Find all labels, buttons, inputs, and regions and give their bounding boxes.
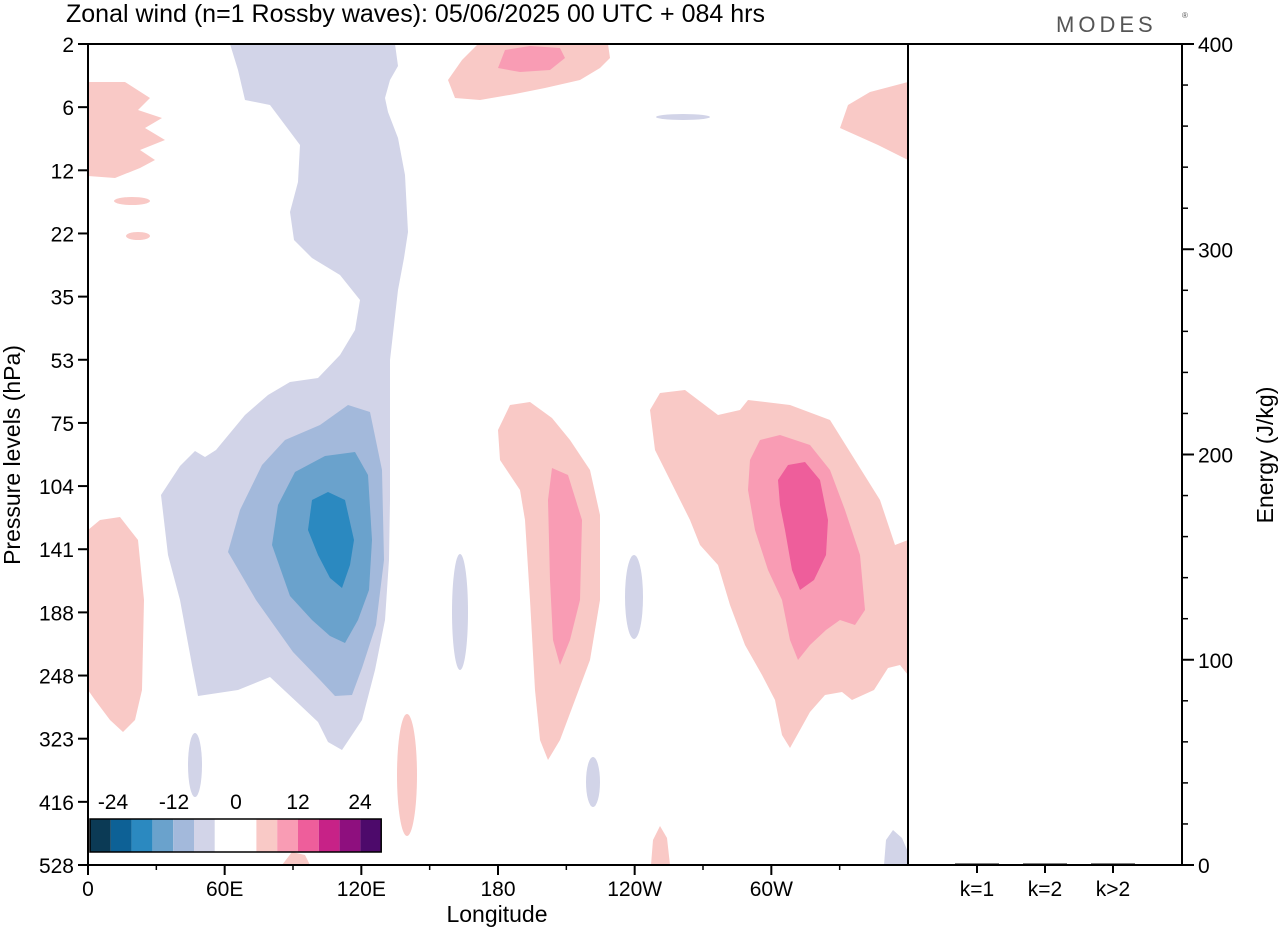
y-tick-label: 75 — [51, 413, 74, 436]
chart-title: Zonal wind (n=1 Rossby waves): 05/06/202… — [66, 0, 765, 28]
contour-pos-1-blob — [114, 197, 150, 205]
contour-pos-1-blob — [126, 232, 150, 240]
energy-bar — [1091, 863, 1135, 865]
contour-pos-1-blob — [282, 852, 310, 865]
energy-tick-label: 400 — [1198, 34, 1233, 57]
y-axis-label: Pressure levels (hPa) — [0, 345, 25, 565]
colorbar-bin — [152, 819, 174, 852]
colorbar-bin — [339, 819, 361, 852]
contour-pos-2-strat-center — [498, 46, 565, 72]
y-tick-label: 22 — [51, 223, 74, 246]
colorbar-bin — [298, 819, 319, 852]
y-tick-label: 12 — [51, 160, 74, 183]
colorbar-bin — [131, 819, 153, 852]
contour-neg-1-column — [161, 44, 408, 750]
energy-tick-label: 300 — [1198, 239, 1233, 262]
colorbar-bin — [110, 819, 132, 852]
contour-pos-1-dateline — [498, 402, 600, 760]
energy-axes: 0 100 200 300 400 — [1182, 34, 1233, 878]
colorbar-label: -24 — [98, 791, 129, 814]
energy-bar — [1023, 863, 1067, 865]
colorbar-label: 12 — [286, 791, 309, 814]
colorbar-label: -12 — [159, 791, 189, 814]
y-tick-label: 188 — [39, 602, 74, 625]
energy-tick-label: 0 — [1198, 855, 1210, 878]
x-tick-label: 60E — [206, 878, 243, 901]
contour-neg-1-blob — [188, 733, 202, 797]
contour-neg-1-blob — [586, 757, 600, 807]
y-tick-label: 53 — [51, 350, 74, 373]
logo-registered-mark: ® — [1182, 11, 1188, 20]
y-tick-label: 104 — [39, 476, 74, 499]
y-tick-label: 528 — [39, 855, 74, 878]
contour-neg-1-blob — [625, 555, 643, 639]
contour-neg-4 — [308, 492, 354, 588]
y-tick-label: 35 — [51, 287, 74, 310]
modes-logo: MODES — [1056, 12, 1157, 37]
energy-category-label: k>2 — [1096, 878, 1130, 901]
contour-pos-2-dateline — [548, 468, 582, 665]
contour-pos-1-strat-left — [88, 82, 165, 178]
contour-neg-1-blob — [656, 114, 710, 120]
colorbar-bin — [194, 819, 215, 852]
y-tick-label: 141 — [39, 539, 74, 562]
contour-pos-1-strat-center — [448, 44, 610, 100]
contour-pos-3-60W — [778, 462, 828, 590]
colorbar-bin — [360, 819, 382, 852]
y-tick-label: 6 — [62, 97, 74, 120]
main-axes: 0 60E 120E 180 120W 60W 2 6 12 22 35 53 75 104 141 188 2… — [39, 34, 841, 901]
contour-neg-1-blob — [884, 830, 908, 865]
energy-bars: k=1 k=2 k>2 — [955, 863, 1135, 901]
x-tick-label: 120W — [607, 878, 662, 901]
colorbar-label: 0 — [230, 791, 242, 814]
y-tick-label: 323 — [39, 729, 74, 752]
colorbar-bin — [90, 819, 111, 852]
energy-axis-label: Energy (J/kg) — [1252, 387, 1278, 524]
colorbar-frame — [89, 818, 382, 853]
colorbar: -24 -12 0 12 24 — [89, 791, 382, 853]
colorbar-bin — [277, 819, 298, 852]
colorbar-label: 24 — [348, 791, 372, 814]
energy-tick-label: 100 — [1198, 650, 1233, 673]
colorbar-bin — [318, 819, 340, 852]
colorbar-bin — [256, 819, 278, 852]
x-tick-label: 120E — [337, 878, 386, 901]
contour-neg-1-blob — [452, 554, 468, 670]
contour-pos-1-blob — [397, 714, 417, 836]
energy-tick-label: 200 — [1198, 445, 1233, 468]
colorbar-bin — [214, 819, 236, 852]
colorbar-bin — [235, 819, 257, 852]
contour-pos-1-lower-left — [88, 517, 144, 732]
energy-category-label: k=1 — [960, 878, 994, 901]
x-tick-label: 60W — [750, 878, 793, 901]
contour-pos-1-strat-right — [840, 82, 908, 160]
contour-field — [88, 44, 908, 865]
y-tick-label: 416 — [39, 792, 74, 815]
y-tick-label: 2 — [62, 34, 74, 57]
y-tick-label: 248 — [39, 666, 74, 689]
x-tick-label: 0 — [82, 878, 94, 901]
x-axis-label: Longitude — [446, 901, 547, 927]
energy-category-label: k=2 — [1028, 878, 1062, 901]
x-tick-label: 180 — [480, 878, 515, 901]
colorbar-bin — [173, 819, 194, 852]
contour-pos-1-blob — [651, 826, 670, 865]
energy-bar — [955, 863, 999, 865]
